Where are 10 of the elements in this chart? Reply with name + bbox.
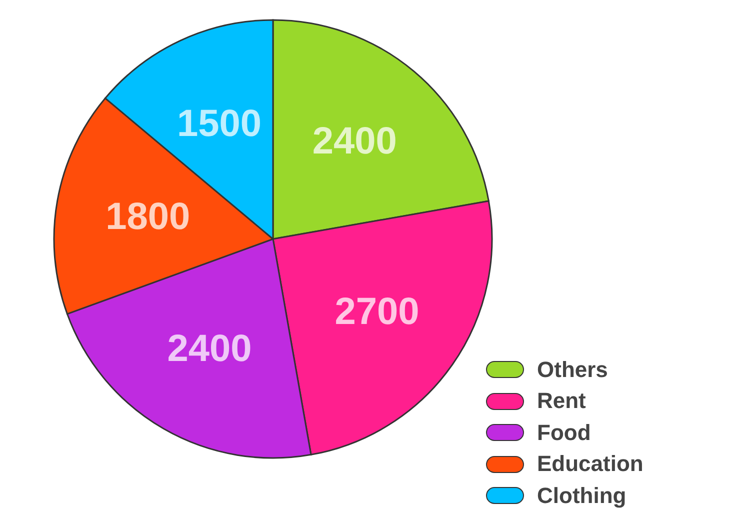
data-label: 2700 — [334, 290, 420, 333]
data-label: 1800 — [106, 196, 190, 238]
legend-label: Clothing — [537, 482, 626, 509]
legend-label: Food — [537, 420, 591, 446]
data-label: 2400 — [312, 120, 397, 163]
data-label: 2400 — [167, 328, 252, 370]
data-label: 1500 — [177, 102, 262, 145]
legend-label: Rent — [537, 388, 586, 414]
legend-label: Others — [537, 356, 608, 383]
legend-label: Education — [537, 451, 644, 478]
